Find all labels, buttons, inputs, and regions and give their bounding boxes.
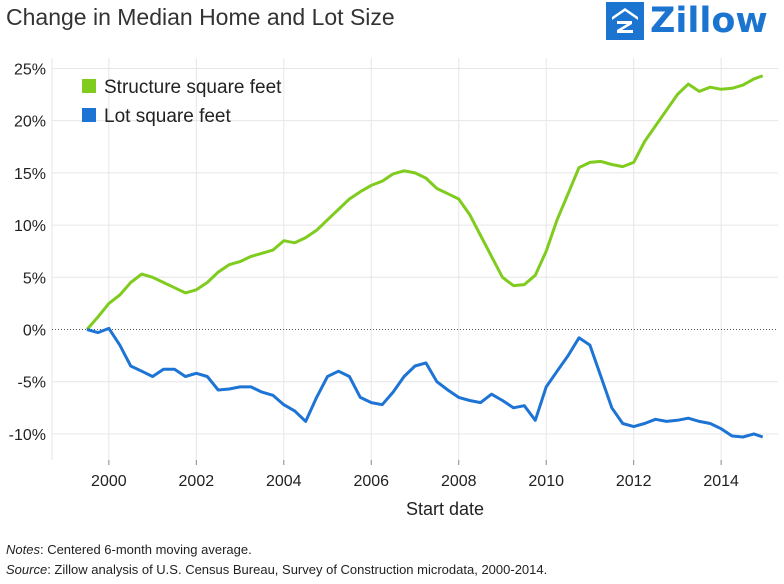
- line-chart: -10% -5% 0% 5% 10% 15% 20% 25% 2000 2002 2004 2006…: [9, 58, 778, 519]
- x-axis-ticks: 2000 2002 2004 2006 2008 2010 2012 2014: [91, 460, 739, 490]
- y-tick-label: -5%: [18, 375, 46, 392]
- zillow-wordmark: Zillow: [650, 1, 768, 41]
- y-tick-label: -10%: [9, 427, 46, 444]
- legend-swatch: [82, 79, 96, 93]
- series-line-0: [85, 74, 764, 331]
- x-tick-label: 2000: [91, 473, 127, 490]
- chart-notes: Notes: Centered 6-month moving average. …: [6, 540, 547, 580]
- y-tick-label: 5%: [23, 270, 46, 287]
- notes-label: Notes: [6, 542, 40, 557]
- y-axis-ticks: -10% -5% 0% 5% 10% 15% 20% 25%: [9, 61, 46, 443]
- source-text: : Zillow analysis of U.S. Census Bureau,…: [47, 562, 548, 577]
- notes-text: : Centered 6-month moving average.: [39, 542, 252, 557]
- series-lines: [85, 74, 764, 439]
- y-tick-label: 10%: [14, 218, 46, 235]
- x-tick-label: 2008: [441, 473, 477, 490]
- zillow-logo[interactable]: Zillow: [606, 2, 768, 40]
- legend-label: Structure square feet: [104, 77, 282, 98]
- chart-title: Change in Median Home and Lot Size: [6, 4, 395, 30]
- legend: Structure square feet Lot square feet: [82, 77, 282, 127]
- source-line: Source: Zillow analysis of U.S. Census B…: [6, 560, 547, 580]
- y-tick-label: 0%: [23, 322, 46, 339]
- legend-swatch: [82, 108, 96, 122]
- x-tick-label: 2006: [353, 473, 389, 490]
- x-axis-title: Start date: [406, 499, 484, 519]
- y-tick-label: 20%: [14, 114, 46, 131]
- series-line-1: [86, 326, 764, 439]
- x-tick-label: 2012: [616, 473, 652, 490]
- source-label: Source: [6, 562, 48, 577]
- zillow-z-icon: [606, 2, 644, 40]
- x-tick-label: 2002: [179, 473, 215, 490]
- notes-line: Notes: Centered 6-month moving average.: [6, 540, 547, 560]
- y-tick-label: 15%: [14, 166, 46, 183]
- x-tick-label: 2004: [266, 473, 302, 490]
- legend-label: Lot square feet: [104, 106, 231, 127]
- x-tick-label: 2010: [528, 473, 564, 490]
- x-tick-label: 2014: [703, 473, 739, 490]
- y-tick-label: 25%: [14, 61, 46, 78]
